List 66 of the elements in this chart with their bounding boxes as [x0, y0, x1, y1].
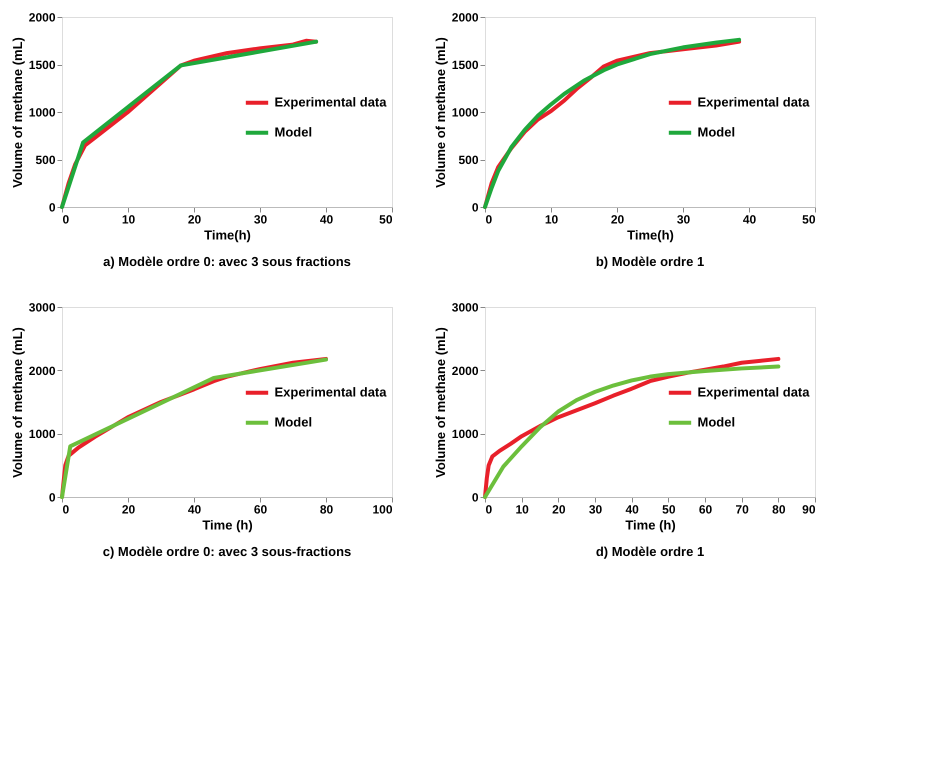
x-tick-label: 20 [610, 212, 624, 226]
x-tick-label: 20 [552, 502, 566, 516]
x-tick-label: 30 [254, 212, 268, 226]
legend-label: Model [698, 414, 736, 430]
y-tick-label: 500 [35, 153, 56, 167]
text: b) Modèle ordre 1 [596, 254, 704, 269]
legend-label: Model [698, 124, 736, 140]
y-axis-title: Volume of methane (mL) [432, 37, 448, 188]
x-tick-label: 10 [122, 212, 136, 226]
x-tick-label: 30 [588, 502, 602, 516]
y-axis-title: Volume of methane (mL) [432, 327, 448, 478]
x-axis-title: Time(h) [627, 228, 674, 242]
x-tick-label: 60 [254, 502, 268, 516]
legend-label: Experimental data [274, 384, 388, 400]
y-tick-label: 1000 [452, 106, 479, 120]
y-tick-label: 2000 [28, 364, 56, 378]
x-tick-label: 50 [662, 502, 676, 516]
text: c) Modèle ordre 0: avec 3 sous-fractions [102, 544, 352, 559]
legend-label: Experimental data [698, 94, 810, 110]
y-tick-label: 2000 [452, 10, 479, 24]
x-tick-label: 20 [122, 502, 136, 516]
x-tick-label: 50 [802, 212, 816, 226]
x-tick-label: 50 [379, 212, 393, 226]
legend-label: Model [274, 414, 312, 430]
y-tick-label: 2000 [28, 10, 56, 24]
y-tick-label: 3000 [28, 300, 56, 314]
legend-label: Experimental data [698, 384, 810, 400]
y-tick-label: 1000 [452, 427, 479, 442]
x-tick-label: 0 [62, 502, 70, 516]
x-tick-label: 20 [188, 212, 202, 226]
y-tick-label: 1000 [28, 427, 56, 442]
x-tick-label: 30 [676, 212, 690, 226]
x-tick-label: 100 [372, 502, 393, 516]
x-tick-label: 10 [544, 212, 558, 226]
y-tick-label: 1500 [452, 58, 479, 72]
y-tick-label: 0 [472, 490, 479, 504]
y-tick-label: 2000 [452, 364, 479, 378]
x-axis-title: Time (h) [202, 518, 253, 532]
y-tick-label: 0 [48, 200, 56, 214]
y-tick-label: 1000 [28, 106, 56, 120]
y-tick-label: 1500 [28, 58, 56, 72]
x-tick-label: 40 [625, 502, 640, 516]
y-tick-label: 500 [458, 153, 479, 167]
y-axis-title: Volume of methane (mL) [10, 327, 25, 478]
y-tick-label: 0 [472, 200, 479, 214]
x-tick-label: 90 [802, 502, 816, 516]
x-tick-label: 0 [486, 502, 492, 516]
legend-label: Experimental data [274, 94, 388, 110]
text: a) Modèle ordre 0: avec 3 sous fractions [103, 254, 351, 269]
x-tick-label: 40 [188, 502, 202, 516]
y-tick-label: 3000 [452, 300, 479, 314]
x-tick-label: 10 [515, 502, 530, 516]
x-tick-label: 40 [320, 212, 334, 226]
x-axis-title: Time (h) [625, 518, 676, 532]
x-tick-label: 0 [486, 212, 492, 226]
x-tick-label: 80 [772, 502, 786, 516]
x-tick-label: 70 [735, 502, 750, 516]
y-axis-title: Volume of methane (mL) [10, 37, 25, 188]
text: d) Modèle ordre 1 [596, 544, 704, 559]
y-tick-label: 0 [48, 490, 56, 504]
x-tick-label: 80 [320, 502, 334, 516]
x-tick-label: 0 [62, 212, 70, 226]
x-tick-label: 60 [698, 502, 712, 516]
legend-label: Model [274, 124, 312, 140]
x-axis-title: Time(h) [204, 228, 251, 242]
x-tick-label: 40 [742, 212, 756, 226]
